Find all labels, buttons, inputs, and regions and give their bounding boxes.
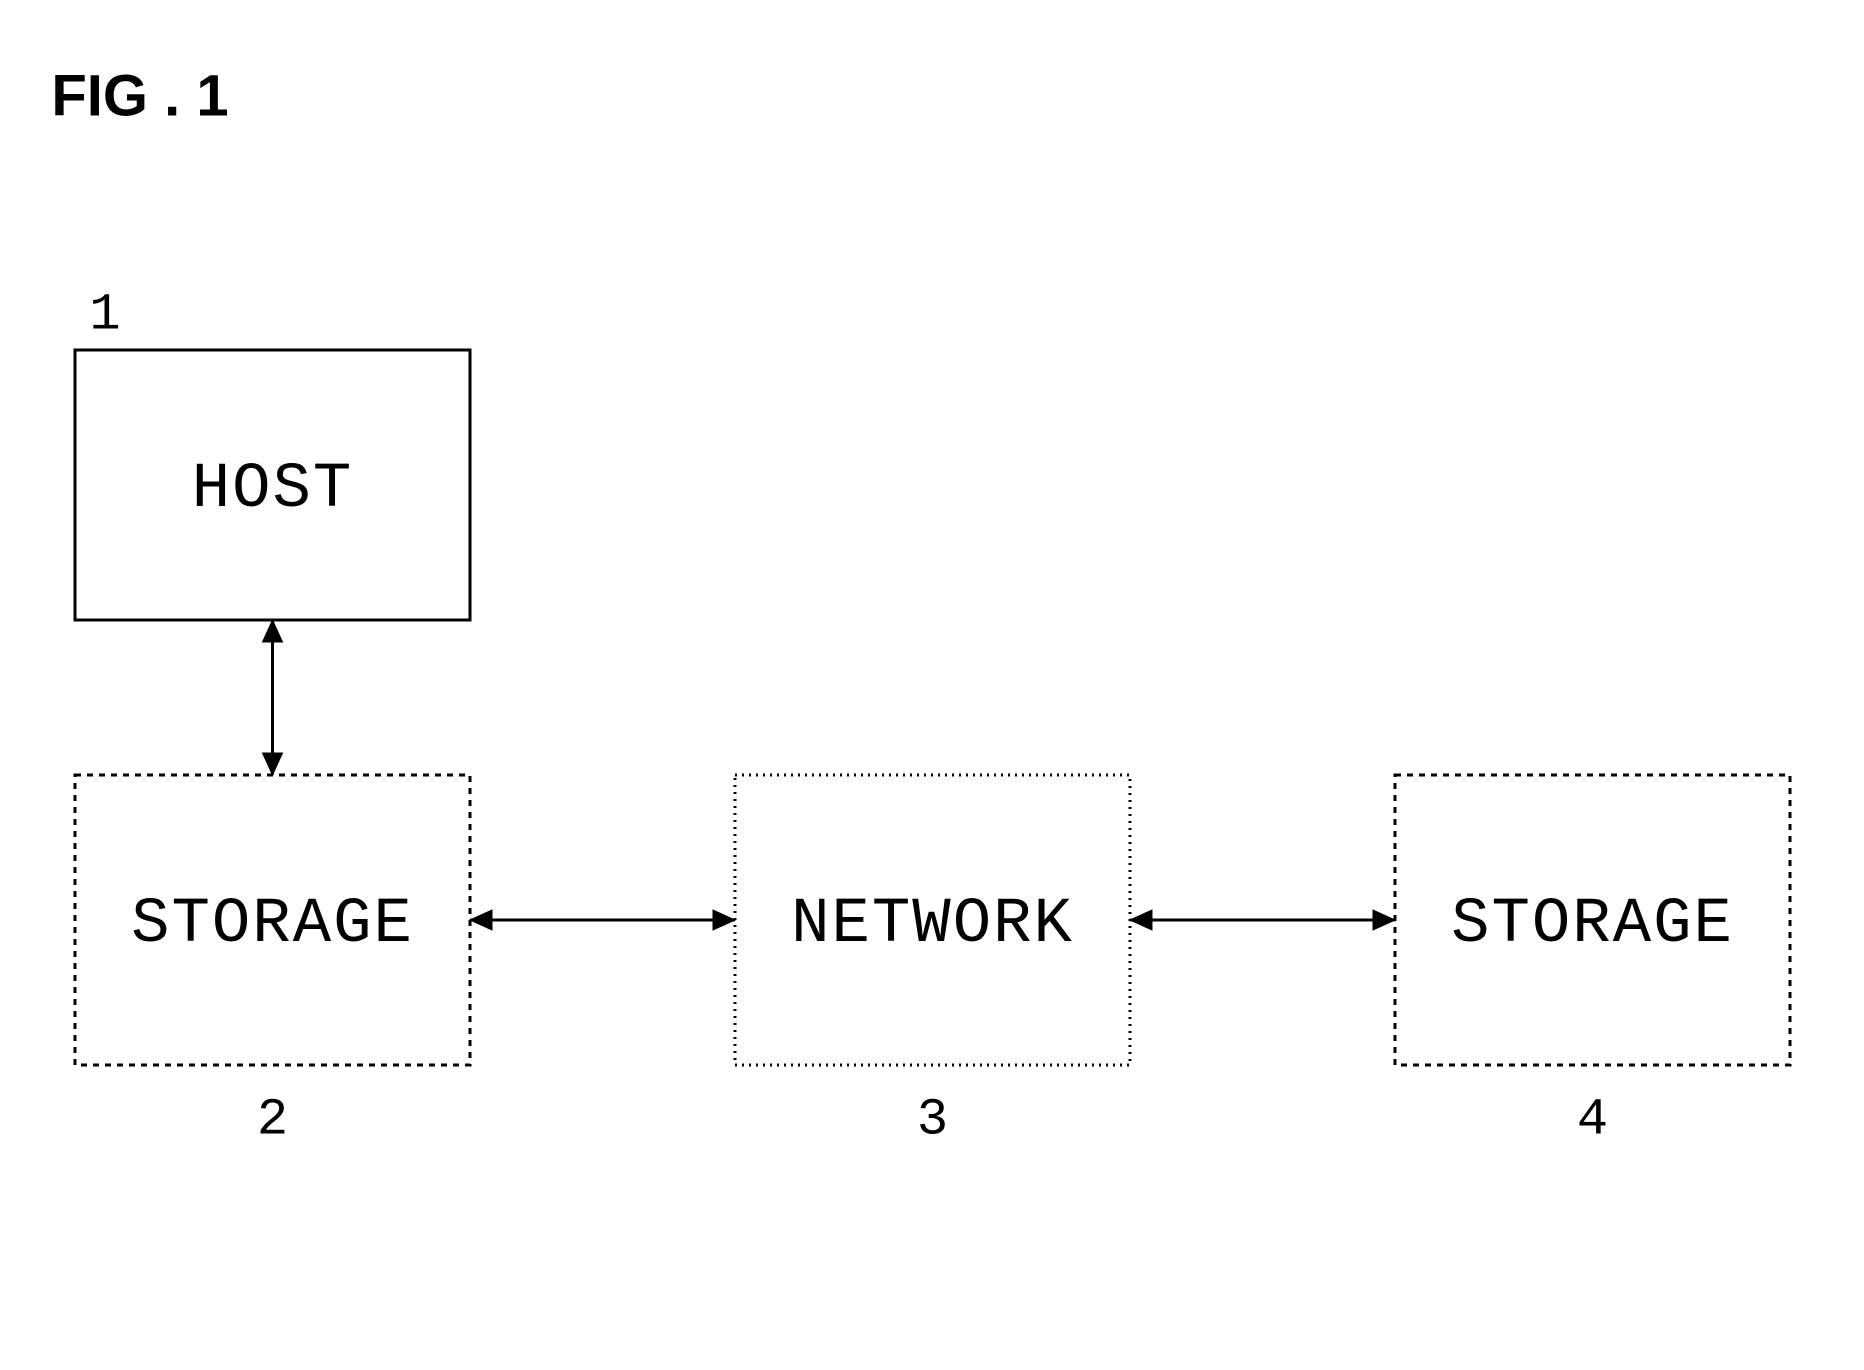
node-label-storage2: STORAGE <box>1451 889 1734 961</box>
figure-title: FIG . 1 <box>51 63 228 128</box>
node-number-storage1: 2 <box>257 1091 288 1150</box>
node-number-network: 3 <box>917 1091 948 1150</box>
figure-svg: FIG . 1 HOST 1 STORAGE 2 NETWORK 3 STORAGE 4 <box>0 0 1864 1370</box>
node-label-host: HOST <box>192 454 354 526</box>
node-number-host: 1 <box>89 286 120 345</box>
background <box>0 0 1864 1370</box>
node-label-network: NETWORK <box>791 889 1074 961</box>
node-label-storage1: STORAGE <box>131 889 414 961</box>
node-number-storage2: 4 <box>1577 1091 1608 1150</box>
